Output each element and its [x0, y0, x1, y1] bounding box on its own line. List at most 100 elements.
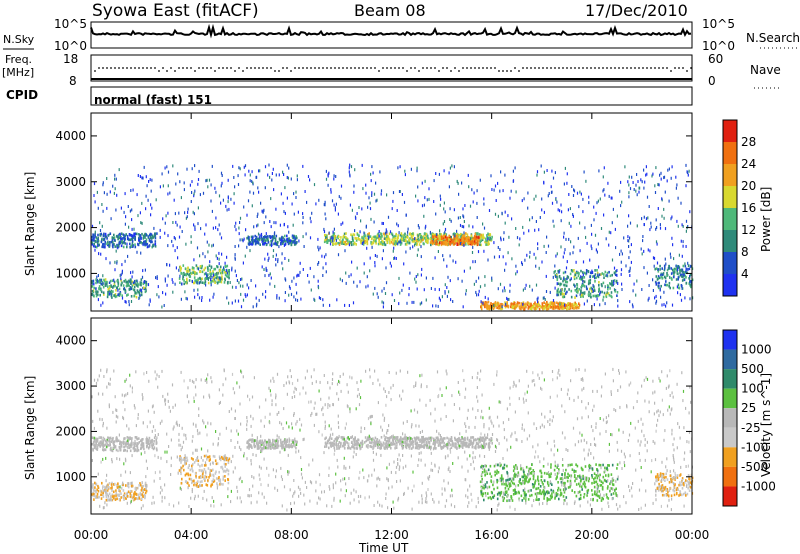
echo-cell	[455, 237, 457, 241]
echo-cell	[201, 484, 203, 487]
echo-cell	[180, 456, 182, 460]
echo-cell	[348, 166, 350, 170]
echo-cell	[352, 233, 355, 236]
echo-cell	[400, 240, 402, 244]
echo-cell	[224, 261, 226, 265]
echo-cell	[430, 241, 432, 244]
echo-cell	[216, 265, 218, 268]
echo-cell	[598, 290, 600, 293]
echo-cell	[394, 256, 396, 260]
echo-cell	[632, 289, 634, 293]
echo-cell	[647, 248, 649, 252]
echo-cell	[296, 236, 298, 240]
echo-cell	[318, 198, 320, 202]
echo-cell	[443, 201, 445, 205]
echo-cell	[125, 300, 127, 304]
echo-cell	[122, 245, 125, 249]
echo-cell	[216, 256, 218, 260]
echo-cell	[120, 492, 122, 495]
echo-cell	[96, 492, 99, 496]
echo-cell	[547, 194, 549, 198]
echo-cell	[120, 441, 122, 444]
echo-cell	[93, 440, 96, 443]
echo-cell	[625, 264, 627, 268]
echo-cell	[173, 236, 175, 239]
echo-cell	[251, 179, 253, 183]
echo-cell	[265, 239, 268, 242]
echo-cell	[280, 441, 282, 444]
echo-cell	[130, 287, 132, 291]
echo-cell	[165, 292, 167, 296]
echo-cell	[493, 188, 495, 192]
echo-cell	[145, 175, 147, 179]
echo-cell	[441, 295, 443, 299]
echo-cell	[185, 242, 187, 246]
echo-cell	[180, 461, 182, 464]
echo-cell	[400, 241, 403, 245]
echo-cell	[248, 447, 250, 450]
echo-cell	[104, 488, 106, 492]
echo-cell	[376, 198, 378, 202]
echo-cell	[120, 232, 123, 235]
echo-cell	[560, 302, 563, 306]
echo-cell	[221, 252, 223, 256]
echo-cell	[171, 239, 173, 243]
echo-cell	[573, 307, 575, 310]
echo-cell	[295, 282, 297, 286]
echo-cell	[258, 446, 261, 450]
echo-cell	[378, 439, 381, 442]
echo-cell	[472, 225, 474, 229]
echo-cell	[268, 163, 270, 167]
echo-cell	[595, 276, 597, 279]
echo-cell	[292, 441, 294, 444]
echo-cell	[611, 281, 613, 285]
echo-cell	[97, 206, 99, 210]
echo-cell	[144, 494, 146, 498]
echo-cell	[112, 240, 114, 244]
echo-cell	[209, 268, 212, 272]
echo-cell	[363, 441, 366, 444]
echo-cell	[681, 279, 684, 282]
echo-cell	[660, 171, 662, 175]
echo-cell	[124, 242, 127, 245]
echo-cell	[394, 243, 397, 247]
echo-cell	[417, 236, 419, 239]
echo-cell	[218, 262, 220, 266]
echo-cell	[241, 277, 243, 281]
echo-cell	[117, 237, 119, 241]
echo-cell	[470, 237, 472, 241]
echo-cell	[428, 197, 430, 201]
echo-cell	[580, 293, 583, 297]
echo-cell	[507, 214, 509, 218]
echo-cell	[134, 448, 137, 452]
echo-cell	[95, 287, 97, 290]
echo-cell	[516, 236, 519, 240]
echo-cell	[405, 213, 407, 217]
echo-cell	[91, 235, 93, 239]
echo-cell	[423, 288, 425, 292]
echo-cell	[278, 237, 281, 241]
echo-cell	[380, 192, 382, 196]
echo-cell	[598, 288, 600, 291]
echo-cell	[137, 174, 139, 177]
echo-cell	[319, 246, 321, 250]
echo-cell	[667, 168, 669, 172]
echo-cell	[234, 257, 236, 261]
echo-cell	[366, 438, 368, 442]
echo-cell	[397, 234, 399, 237]
echo-cell	[235, 285, 237, 289]
echo-cell	[237, 299, 240, 303]
echo-cell	[647, 298, 649, 302]
echo-cell	[148, 180, 150, 183]
echo-cell	[460, 236, 462, 239]
echo-cell	[515, 190, 517, 194]
echo-cell	[228, 457, 231, 461]
echo-cell	[570, 277, 572, 281]
echo-cell	[537, 300, 539, 304]
echo-cell	[334, 242, 337, 246]
echo-cell	[403, 262, 405, 266]
echo-cell	[484, 283, 486, 287]
echo-cell	[403, 200, 406, 204]
echo-cell	[397, 242, 399, 246]
echo-cell	[401, 288, 403, 292]
